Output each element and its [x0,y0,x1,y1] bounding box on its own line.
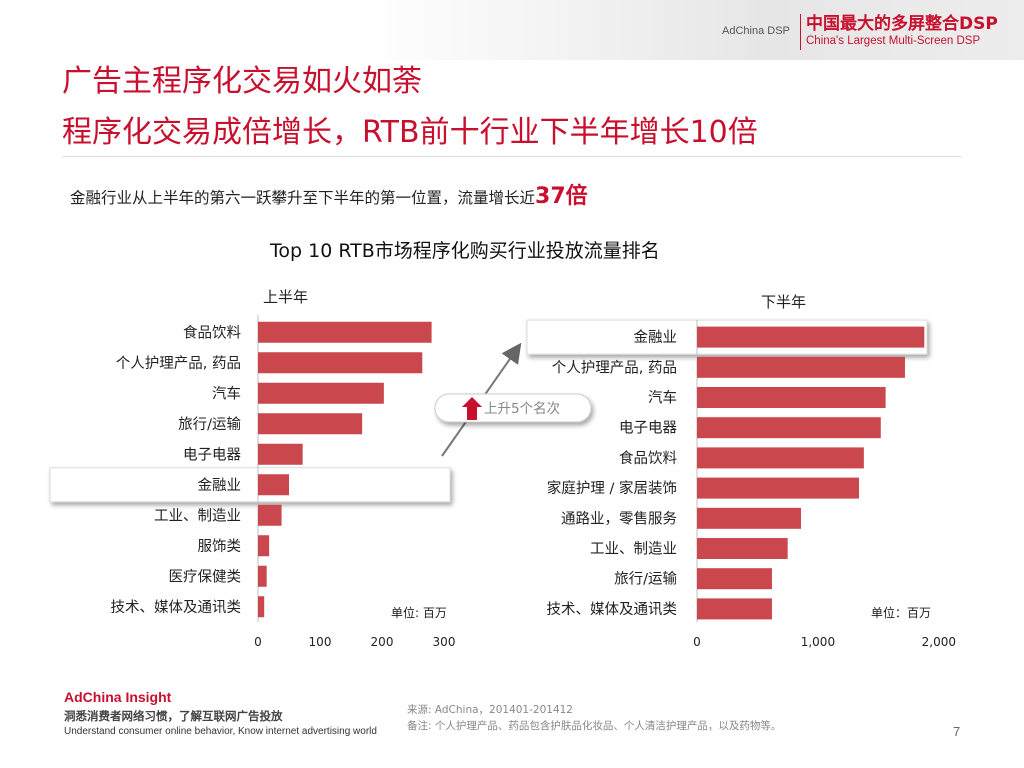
tick-label: 0 [693,635,701,649]
category-label: 家庭护理 / 家居装饰 [547,480,677,497]
brand-divider [800,14,801,50]
bar [697,387,886,408]
page-number: 7 [953,724,961,739]
tick-label: 0 [254,635,262,649]
bar [258,565,267,587]
bar [697,538,788,559]
category-label: 电子电器 [619,420,677,437]
category-label: 食品饮料 [183,324,241,341]
bar [697,417,881,439]
subtitle-text: 金融行业从上半年的第六一跃攀升至下半年的第一位置，流量增长近 [70,189,536,207]
bar [697,477,860,499]
brand-small-label: AdChina DSP [722,25,790,37]
title-divider [62,156,962,157]
bar [697,447,864,469]
category-label: 电子电器 [183,446,241,463]
tick-label: 300 [433,635,456,649]
category-label: 旅行/运输 [178,416,241,433]
category-label: 服饰类 [198,538,242,555]
footnote: 备注: 个人护理产品、药品包含护肤品化妆品、个人清洁护理产品，以及药物等。 [407,720,782,732]
category-label: 个人护理产品, 药品 [552,359,677,376]
unit-label: 单位: 百万 [391,605,447,620]
bar [697,598,772,620]
slide-title-line2: 程序化交易成倍增长，RTB前十行业下半年增长10倍 [62,115,758,150]
category-label: 金融业 [198,477,242,494]
brand-tagline-en: China's Largest Multi-Screen DSP [806,35,981,47]
footer-slogan-en: Understand consumer online behavior, Kno… [64,726,377,737]
bar [697,568,772,590]
bar [697,507,801,529]
bar [258,352,423,374]
category-label: 技术、媒体及通讯类 [111,599,242,616]
category-label: 技术、媒体及通讯类 [547,601,678,618]
category-label: 通路业，零售服务 [561,510,677,527]
bar [258,443,303,465]
category-label: 汽车 [212,385,241,402]
brand-tagline-cn: 中国最大的多屏整合DSP [806,14,998,34]
category-label: 工业、制造业 [590,541,677,558]
tick-label: 200 [371,635,394,649]
category-label: 工业、制造业 [154,507,241,524]
bar [258,382,384,404]
footer-brand: AdChina Insight [64,689,172,705]
bar [697,326,925,348]
category-label: 个人护理产品, 药品 [116,355,241,372]
bar [258,321,432,343]
bar [258,413,363,435]
bar [697,356,905,378]
unit-label: 单位：百万 [871,605,931,620]
category-label: 食品饮料 [619,450,677,467]
up-arrow-icon [462,397,482,420]
category-label: 汽车 [648,390,677,407]
tick-label: 1,000 [801,635,835,649]
tick-label: 100 [309,635,332,649]
category-label: 旅行/运输 [614,571,677,588]
subtitle-highlight: 37倍 [535,184,588,209]
subtitle: 金融行业从上半年的第六一跃攀升至下半年的第一位置，流量增长近37倍 [70,178,588,210]
bar [258,474,289,496]
tick-label: 2,000 [922,635,956,649]
bar [258,596,265,618]
category-label: 医疗保健类 [169,568,242,585]
footer-slogan-cn: 洞悉消费者网络习惯，了解互联网广告投放 [64,709,283,723]
source-note: 来源: AdChina，201401-201412 [407,704,573,716]
header-band [0,0,1024,60]
slide-title-line1: 广告主程序化交易如火如荼 [62,64,422,99]
panel-label: 上半年 [263,288,308,306]
chart-title: Top 10 RTB市场程序化购买行业投放流量排名 [270,240,660,262]
callout-text: 上升5个名次 [484,401,560,417]
bar [258,535,270,557]
bar [258,504,282,526]
highlight-box [49,467,451,503]
panel-label: 下半年 [761,293,806,311]
category-label: 金融业 [634,329,678,346]
